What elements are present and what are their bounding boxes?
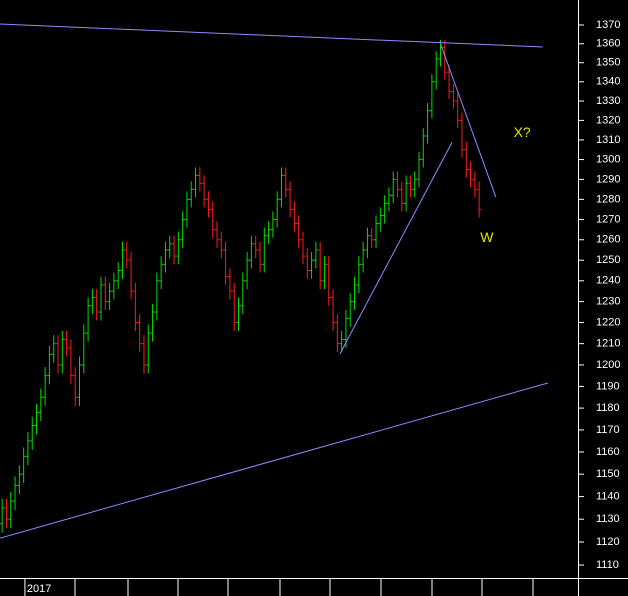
y-tick-label: 1140 — [596, 490, 620, 502]
annotation: X? — [514, 124, 531, 140]
y-tick-label: 1240 — [596, 275, 620, 287]
y-tick-label: 1330 — [596, 95, 620, 107]
y-tick-label: 1310 — [596, 134, 620, 146]
y-tick-label: 1200 — [596, 359, 620, 371]
y-tick-label: 1260 — [596, 234, 620, 246]
y-tick-label: 1230 — [596, 296, 620, 308]
y-tick-label: 1160 — [596, 446, 620, 458]
y-tick-label: 1270 — [596, 213, 620, 225]
trend-line — [0, 382, 549, 539]
y-tick-label: 1290 — [596, 173, 620, 185]
y-tick-label: 1300 — [596, 153, 620, 165]
y-tick-label: 1340 — [596, 76, 620, 88]
x-tick-label: 2017 — [27, 583, 51, 595]
y-tick-label: 1210 — [596, 338, 620, 350]
y-tick-label: 1150 — [596, 468, 620, 480]
y-tick-label: 1220 — [596, 316, 620, 328]
x-separators — [74, 579, 534, 596]
trend-line — [440, 44, 497, 198]
trend-line — [339, 142, 453, 355]
y-tick-label: 1180 — [596, 402, 620, 414]
y-tick-label: 1110 — [596, 559, 619, 571]
y-tick-label: 1130 — [596, 513, 620, 525]
y-tick-label: 1370 — [596, 19, 620, 31]
y-tick-label: 1250 — [596, 254, 620, 266]
y-tick-label: 1320 — [596, 114, 620, 126]
y-tick-label: 1360 — [596, 38, 620, 50]
trend-line — [0, 23, 543, 48]
y-tick-label: 1170 — [596, 424, 620, 436]
y-tick-label: 1280 — [596, 193, 620, 205]
y-tick-label: 1190 — [596, 380, 620, 392]
y-tick-label: 1350 — [596, 57, 620, 69]
y-tick-label: 1120 — [596, 536, 620, 548]
annotation: W — [480, 229, 494, 245]
